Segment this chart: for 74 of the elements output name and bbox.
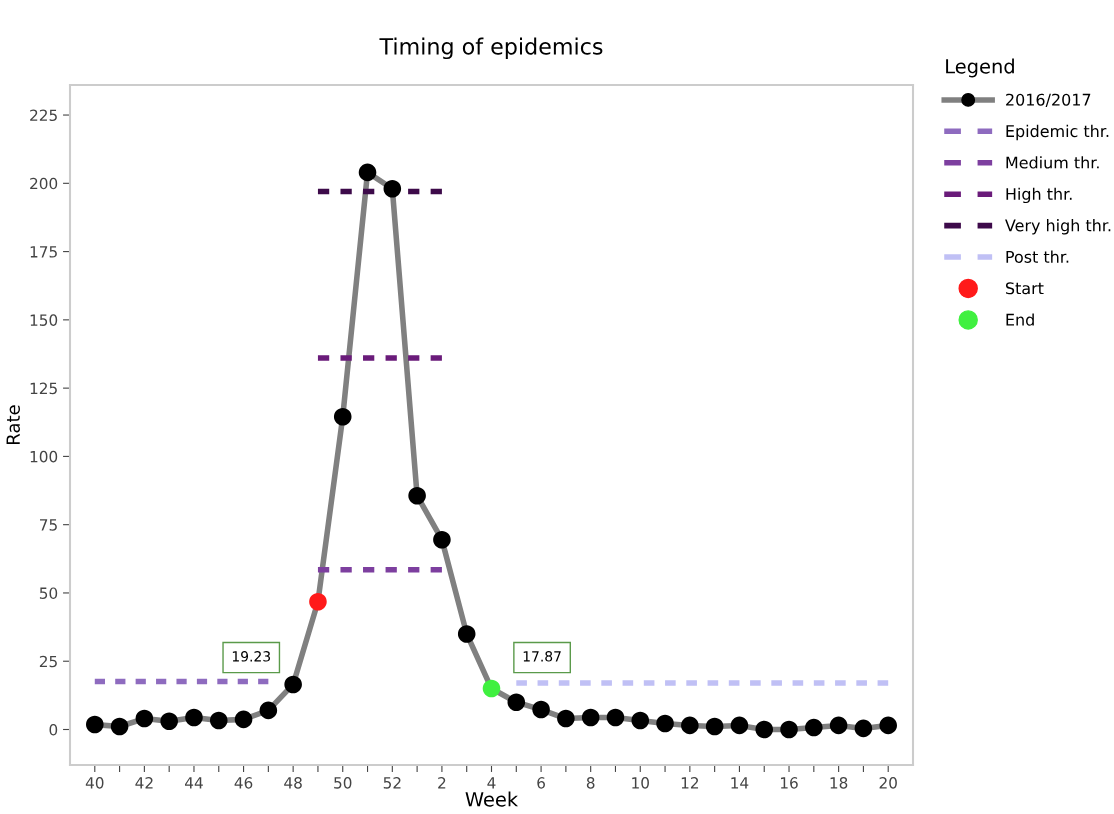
point (482, 679, 501, 698)
point (879, 716, 897, 735)
y-tick-label: 200 (30, 177, 58, 190)
point (358, 163, 377, 182)
point (309, 592, 327, 611)
x-tick-label: 4 (487, 777, 496, 789)
x-tick-label: 44 (185, 777, 203, 789)
point (433, 530, 451, 549)
point (681, 716, 699, 735)
point (705, 717, 724, 736)
point (755, 720, 774, 739)
point (234, 710, 253, 729)
legend-label: Medium thr. (1006, 156, 1099, 169)
legend-label: Epidemic thr. (1006, 124, 1109, 141)
point (86, 715, 104, 734)
y-axis-title: Rate (6, 405, 20, 444)
point (854, 719, 873, 738)
x-tick-label: 6 (537, 777, 545, 789)
x-tick-label: 42 (135, 777, 153, 789)
point (408, 486, 426, 505)
x-tick-label: 48 (284, 777, 302, 789)
point (631, 711, 650, 730)
point (780, 720, 798, 739)
x-tick-label: 46 (234, 777, 253, 789)
y-tick-label: 125 (30, 382, 57, 395)
x-tick-label: 20 (879, 777, 897, 789)
x-tick-label: 50 (334, 777, 352, 789)
point (259, 701, 278, 720)
legend-title: Legend (946, 58, 1014, 78)
point (507, 693, 526, 711)
point (209, 711, 228, 730)
point (829, 716, 848, 735)
point (581, 708, 600, 727)
legend-label: Very high thr. (1005, 219, 1111, 235)
y-tick-label: 150 (30, 314, 58, 326)
x-tick-label: 8 (586, 777, 595, 789)
point (606, 708, 625, 727)
annotation: 19.23 (232, 651, 271, 662)
annotation: 17.87 (523, 651, 561, 662)
legend-label: End (1006, 313, 1034, 326)
x-tick-label: 18 (830, 777, 848, 789)
y-tick-label: 175 (30, 246, 57, 258)
point (805, 718, 823, 737)
x-tick-label: 52 (383, 777, 401, 789)
point (333, 408, 352, 426)
point (135, 709, 154, 728)
y-tick-label: 0 (49, 723, 58, 736)
legend-label: 2016/2017 (1006, 93, 1091, 107)
x-tick-label: 16 (780, 777, 798, 789)
legend-label: High thr. (1006, 187, 1072, 204)
point (284, 675, 302, 694)
y-tick-label: 25 (39, 655, 57, 668)
point (457, 625, 476, 643)
x-tick-label: 10 (632, 777, 649, 789)
legend-label: Post thr. (1006, 250, 1069, 263)
point (730, 716, 749, 735)
y-tick-label: 75 (40, 519, 57, 531)
point (656, 714, 674, 733)
x-tick-label: 2 (438, 777, 446, 789)
x-tick-label: 14 (731, 777, 749, 789)
y-tick-label: 225 (30, 109, 57, 122)
point (185, 708, 203, 727)
point (557, 709, 575, 728)
point (532, 700, 550, 719)
y-tick-label: 50 (39, 587, 58, 599)
point (110, 717, 129, 736)
x-tick-label: 40 (85, 777, 104, 789)
point (160, 712, 178, 731)
x-axis-title: Week (465, 791, 519, 807)
y-tick-label: 100 (30, 450, 58, 463)
x-tick-label: 12 (681, 777, 699, 789)
point (383, 179, 402, 198)
legend-label: Start (1005, 282, 1044, 295)
chart-title: Timing of epidemics (379, 37, 603, 60)
